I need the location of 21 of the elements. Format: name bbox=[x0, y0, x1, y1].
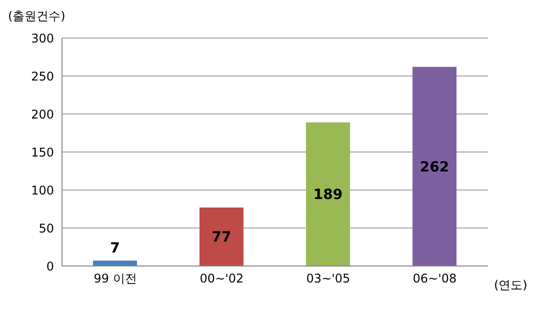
y-tick-label: 200 bbox=[31, 107, 54, 122]
x-tick-label: 99 이전 bbox=[94, 272, 137, 286]
bar bbox=[306, 122, 350, 266]
data-label: 7 bbox=[110, 240, 120, 257]
y-tick-label: 300 bbox=[31, 31, 54, 46]
y-tick-label: 150 bbox=[31, 145, 54, 160]
x-tick-label: 06~'08 bbox=[412, 272, 457, 286]
x-axis-title: (연도) bbox=[494, 277, 528, 294]
y-tick-label: 50 bbox=[38, 221, 54, 236]
y-tick-label: 250 bbox=[31, 69, 54, 84]
x-tick-label: 00~'02 bbox=[200, 272, 244, 286]
data-label: 262 bbox=[420, 159, 450, 176]
x-tick-label: 03~'05 bbox=[306, 272, 350, 286]
data-label: 189 bbox=[313, 187, 343, 204]
bar bbox=[412, 66, 456, 266]
y-axis-title: (출원건수) bbox=[8, 8, 66, 25]
y-tick-label: 0 bbox=[46, 259, 54, 274]
bar bbox=[93, 260, 137, 266]
y-tick-label: 100 bbox=[31, 183, 54, 198]
bar bbox=[200, 207, 244, 266]
data-label: 77 bbox=[212, 230, 232, 246]
